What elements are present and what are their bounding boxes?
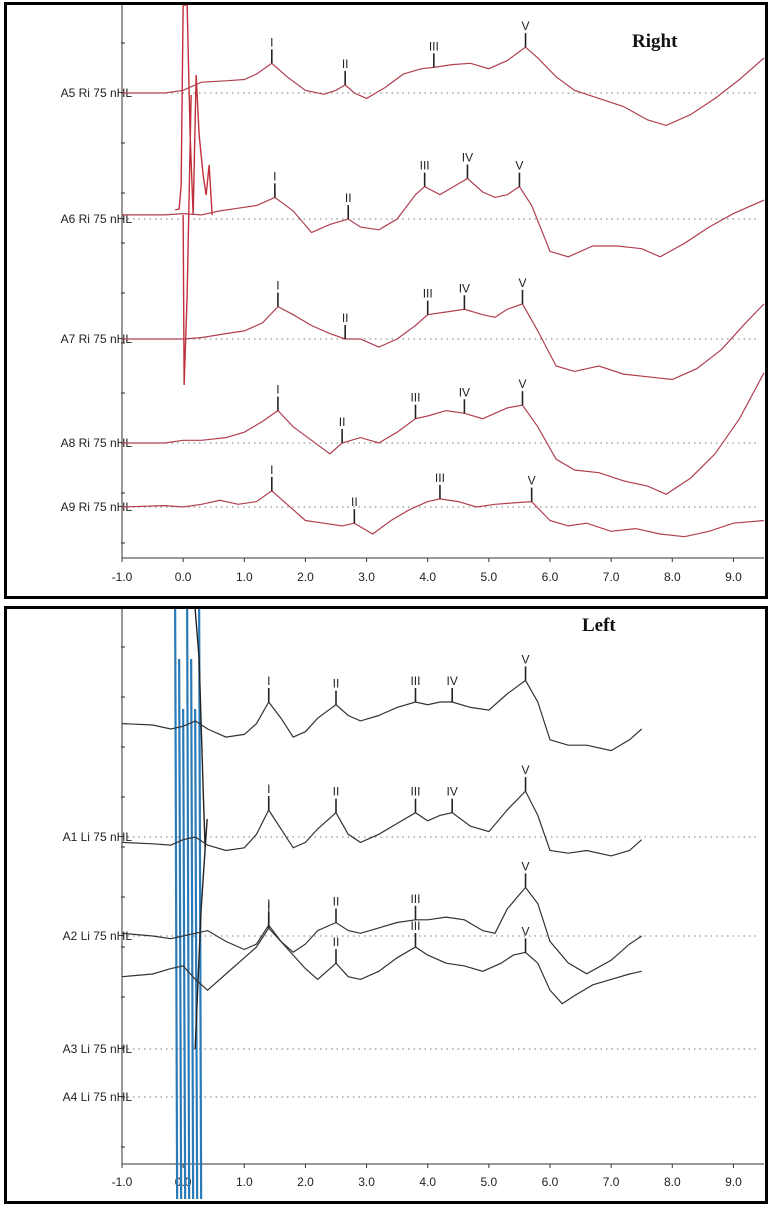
- peak-label: V: [522, 652, 530, 666]
- abr-trace: [122, 177, 765, 258]
- trace-label: A4 Li 75 nHL: [63, 1090, 133, 1104]
- trace-label: A8 Ri 75 nHL: [61, 436, 133, 450]
- x-tick-label: 3.0: [358, 570, 375, 584]
- trace-label: A6 Ri 75 nHL: [61, 212, 133, 226]
- x-tick-label: 8.0: [664, 1175, 681, 1189]
- peak-label: III: [410, 391, 420, 405]
- peak-label: II: [333, 785, 340, 799]
- peak-label: III: [423, 287, 433, 301]
- peak-label: III: [410, 919, 420, 933]
- artifact-trace: [194, 708, 199, 1200]
- artifact-trace: [182, 708, 187, 1200]
- artifact-trace: [194, 609, 208, 1050]
- abr-trace: [122, 372, 765, 495]
- peak-label: III: [410, 892, 420, 906]
- x-tick-label: 7.0: [603, 570, 620, 584]
- right-ear-panel: Right -1.0 0.0 1.0 2.0 3.0 4.0 5.0 6.0 7.0 8.0 9.0 A…: [4, 2, 768, 599]
- peak-label: V: [522, 19, 530, 33]
- artifact-trace: [174, 5, 213, 386]
- x-tick-label: 0.0: [175, 570, 192, 584]
- abr-trace: [121, 490, 765, 538]
- abr-trace: [121, 886, 643, 975]
- peak-label: IV: [459, 385, 470, 399]
- artifact-trace: [198, 609, 203, 1200]
- peak-label: I: [273, 169, 276, 183]
- abr-trace: [122, 46, 765, 127]
- x-tick-label: 6.0: [542, 1175, 559, 1189]
- peak-label: II: [351, 495, 358, 509]
- trace-label: A7 Ri 75 nHL: [61, 332, 133, 346]
- x-tick-label: 2.0: [297, 570, 314, 584]
- trace-label: A1 Li 75 nHL: [63, 830, 133, 844]
- peak-label: II: [339, 415, 346, 429]
- stimulus-artifact: [174, 5, 213, 386]
- abr-trace: [121, 927, 642, 1005]
- x-tick-label: 6.0: [542, 570, 559, 584]
- peak-label: V: [522, 763, 530, 777]
- peak-label: III: [410, 785, 420, 799]
- x-tick-label: 1.0: [236, 1175, 253, 1189]
- peak-label: I: [267, 782, 270, 796]
- peak-label: V: [518, 377, 526, 391]
- trace-label: A2 Li 75 nHL: [63, 929, 133, 943]
- artifact-trace: [174, 609, 179, 1200]
- abr-trace: [121, 790, 643, 857]
- right-ear-abr-chart: Right -1.0 0.0 1.0 2.0 3.0 4.0 5.0 6.0 7.0 8.0 9.0 A…: [61, 5, 765, 584]
- peak-label: IV: [446, 674, 457, 688]
- peak-label: II: [333, 895, 340, 909]
- abr-trace: [121, 679, 643, 752]
- peak-label: III: [429, 39, 439, 53]
- peak-label: II: [342, 311, 349, 325]
- x-tick-label: -1.0: [112, 1175, 133, 1189]
- peak-label: I: [270, 463, 273, 477]
- peak-label: IV: [462, 151, 473, 165]
- x-tick-label: 4.0: [419, 570, 436, 584]
- x-tick-label: 1.0: [236, 570, 253, 584]
- left-ear-panel: Left -1.0 0.0 1.0 2.0 3.0 4.0 5.0 6.0 7.0 8.0 9.0 A1…: [4, 606, 768, 1204]
- peak-label: I: [276, 383, 279, 397]
- x-tick-label: 2.0: [297, 1175, 314, 1189]
- x-tick-label: 9.0: [725, 1175, 742, 1189]
- x-tick-label: 0.0: [175, 1175, 192, 1189]
- x-tick-label: -1.0: [112, 570, 133, 584]
- trace-label: A3 Li 75 nHL: [63, 1042, 133, 1056]
- x-tick-label: 5.0: [481, 1175, 498, 1189]
- chart-title-left: Left: [582, 615, 616, 636]
- peak-label: V: [528, 474, 536, 488]
- abr-trace: [122, 303, 765, 381]
- x-tick-label: 3.0: [358, 1175, 375, 1189]
- peak-label: I: [267, 897, 270, 911]
- artifact-trace: [186, 609, 191, 1200]
- peak-label: IV: [459, 281, 470, 295]
- peak-label: I: [276, 279, 279, 293]
- trace-label: A9 Ri 75 nHL: [61, 500, 133, 514]
- peak-label: V: [515, 159, 523, 173]
- peak-label: III: [410, 674, 420, 688]
- peak-label: III: [435, 471, 445, 485]
- x-tick-label: 5.0: [481, 570, 498, 584]
- peak-label: V: [522, 924, 530, 938]
- peak-label: V: [522, 859, 530, 873]
- x-tick-label: 4.0: [419, 1175, 436, 1189]
- x-tick-label: 8.0: [664, 570, 681, 584]
- peak-label: I: [267, 900, 270, 914]
- peak-label: II: [333, 677, 340, 691]
- artifact-trace: [190, 658, 195, 1200]
- peak-label: II: [333, 935, 340, 949]
- artifact-trace: [178, 658, 183, 1200]
- peak-label: III: [420, 159, 430, 173]
- peak-label: II: [345, 191, 352, 205]
- peak-label: V: [518, 276, 526, 290]
- trace-label: A5 Ri 75 nHL: [61, 86, 133, 100]
- stimulus-artifact: [174, 609, 208, 1200]
- peak-label: I: [267, 674, 270, 688]
- chart-title-right: Right: [632, 31, 678, 52]
- x-tick-label: 9.0: [725, 570, 742, 584]
- peak-label: IV: [446, 785, 457, 799]
- x-tick-label: 7.0: [603, 1175, 620, 1189]
- peak-label: I: [270, 35, 273, 49]
- peak-label: II: [342, 57, 349, 71]
- left-ear-abr-chart: Left -1.0 0.0 1.0 2.0 3.0 4.0 5.0 6.0 7.0 8.0 9.0 A1…: [63, 609, 764, 1200]
